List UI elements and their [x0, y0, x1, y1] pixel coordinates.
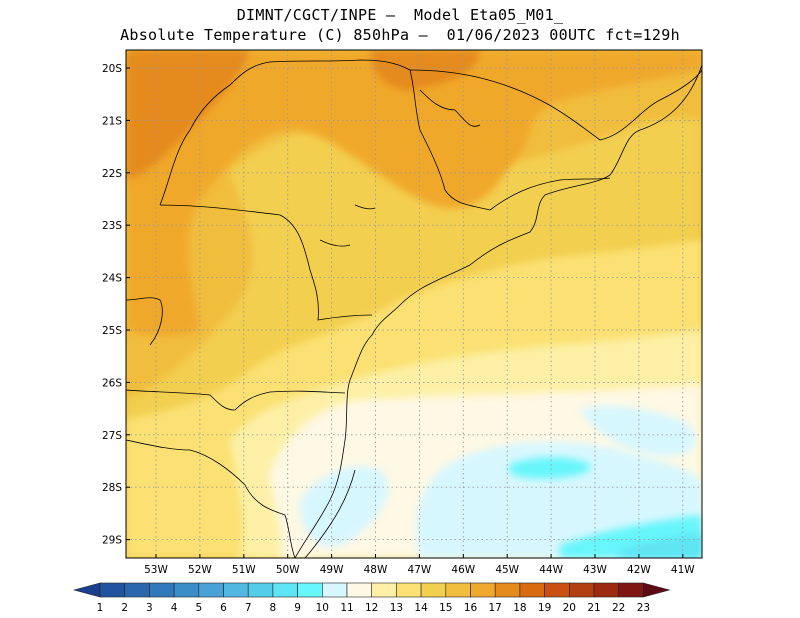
colorbar-label: 17 [489, 602, 502, 614]
lat-label: 20S [102, 63, 122, 75]
reservoir-2 [319, 239, 351, 247]
colorbar-label: 8 [270, 602, 277, 614]
lat-label: 24S [102, 273, 122, 285]
colorbar-swatch [173, 582, 200, 598]
longitude-axis: 53W 52W 51W 50W 49W 48W 47W 46W 45W 44W 43W 42W 41W [144, 554, 695, 576]
colorbar-swatch [346, 582, 373, 598]
colorbar-label: 20 [563, 602, 576, 614]
colorbar: 1 2 3 4 5 6 7 8 9 10 11 12 13 14 15 16 17 18 19 20 21 22 23 [72, 582, 671, 614]
state-border-6 [126, 439, 296, 558]
temperature-field [126, 50, 702, 558]
colorbar-swatch [272, 582, 298, 598]
map-frame [125, 49, 703, 559]
lon-label: 52W [188, 564, 212, 576]
lat-label: 26S [102, 377, 122, 389]
colorbar-swatch [124, 582, 150, 598]
map-title-line-1: DIMNT/CGCT/INPE — Model Eta05_M01_ [236, 6, 564, 24]
colorbar-label: 6 [220, 602, 227, 614]
colorbar-label: 15 [439, 602, 452, 614]
colorbar-label: 22 [612, 602, 625, 614]
colorbar-swatch [593, 582, 620, 598]
lon-label: 50W [276, 564, 300, 576]
state-border-2 [159, 59, 491, 211]
colorbar-label: 21 [587, 602, 600, 614]
colorbar-label: 10 [316, 602, 329, 614]
colorbar-label: 18 [513, 602, 526, 614]
colorbar-swatch [247, 582, 274, 598]
reservoir-3 [354, 204, 376, 210]
state-border-3 [409, 69, 702, 141]
lagoon [304, 469, 356, 558]
colorbar-label: 3 [146, 602, 153, 614]
colorbar-swatch [494, 582, 521, 598]
latitude-axis: 20S 21S 22S 23S 24S 25S 26S 27S 28S 29S [102, 63, 130, 547]
colorbar-swatch [72, 582, 101, 598]
colorbar-label: 2 [121, 602, 128, 614]
state-border-4 [489, 177, 611, 211]
lon-label: 41W [671, 564, 695, 576]
lon-label: 43W [583, 564, 607, 576]
colorbar-label: 16 [464, 602, 478, 614]
lon-label: 53W [144, 564, 168, 576]
lon-label: 42W [627, 564, 651, 576]
lon-label: 48W [364, 564, 388, 576]
colorbar-swatch [99, 582, 126, 598]
colorbar-swatch [396, 582, 422, 598]
state-border-1 [159, 204, 373, 321]
lon-label: 47W [408, 564, 432, 576]
lat-label: 29S [102, 535, 122, 547]
colorbar-swatch [544, 582, 570, 598]
colorbar-swatch [297, 582, 323, 598]
colorbar-label: 9 [294, 602, 301, 614]
colorbar-swatch [445, 582, 471, 598]
colorbar-swatch [618, 582, 644, 598]
coastline-and-borders [126, 59, 702, 558]
lon-label: 51W [232, 564, 256, 576]
state-border-5 [126, 389, 346, 411]
colorbar-label: 19 [538, 602, 551, 614]
lat-label: 25S [102, 325, 122, 337]
colorbar-label: 1 [97, 602, 104, 614]
colorbar-label: 12 [365, 602, 378, 614]
colorbar-swatch [223, 582, 249, 598]
colorbar-swatch [519, 582, 545, 598]
lon-label: 46W [451, 564, 475, 576]
country-border [126, 297, 163, 346]
lon-label: 49W [320, 564, 344, 576]
colorbar-swatch [470, 582, 496, 598]
reservoir-1 [419, 89, 481, 127]
colorbar-swatch [321, 582, 348, 598]
lat-label: 21S [102, 115, 122, 127]
colorbar-swatch [643, 582, 671, 598]
colorbar-label: 13 [390, 602, 403, 614]
map-title-line-2: Absolute Temperature (C) 850hPa — 01/06/… [120, 26, 680, 44]
colorbar-label: 5 [195, 602, 202, 614]
colorbar-swatch [198, 582, 224, 598]
lat-label: 22S [102, 168, 122, 180]
colorbar-swatch [568, 582, 595, 598]
colorbar-swatch [371, 582, 397, 598]
colorbar-label: 4 [171, 602, 178, 614]
lat-label: 28S [102, 482, 122, 494]
lon-label: 45W [495, 564, 519, 576]
colorbar-label: 11 [340, 602, 353, 614]
colorbar-swatch [420, 582, 447, 598]
lat-label: 27S [102, 430, 122, 442]
coastline [294, 64, 702, 558]
colorbar-swatch [149, 582, 175, 598]
colorbar-label: 7 [245, 602, 252, 614]
colorbar-label: 14 [414, 602, 428, 614]
grid-lines [126, 50, 702, 558]
colorbar-label: 23 [637, 602, 650, 614]
lat-label: 23S [102, 220, 122, 232]
lon-label: 44W [539, 564, 563, 576]
